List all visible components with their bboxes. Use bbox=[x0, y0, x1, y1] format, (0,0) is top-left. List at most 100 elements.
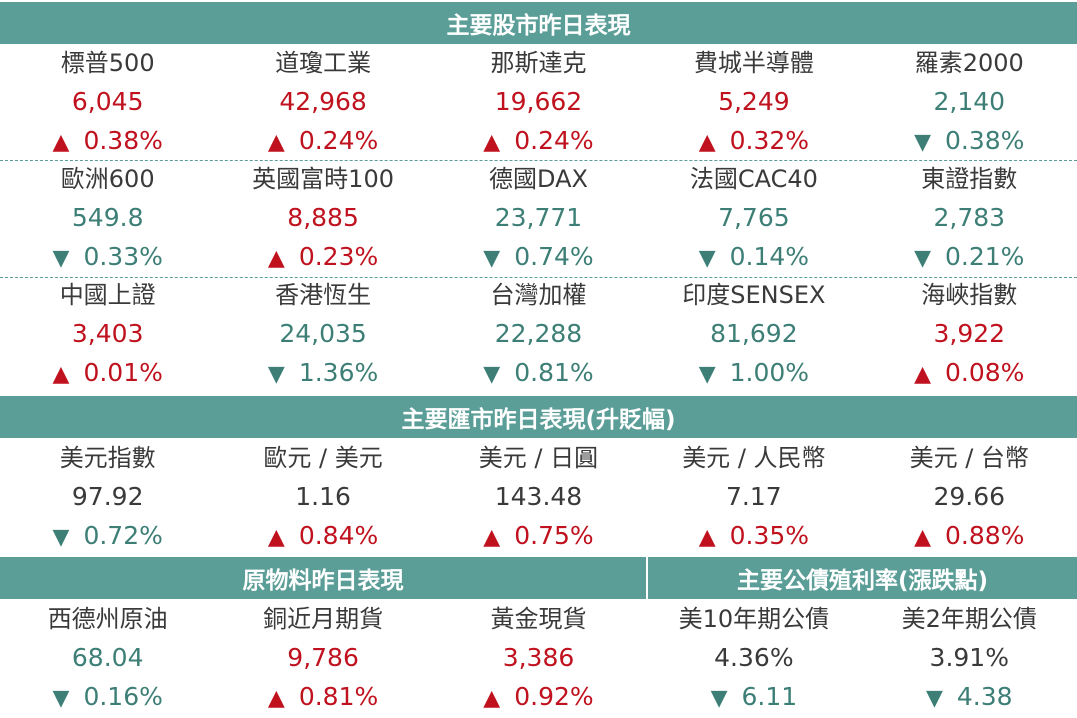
quote-change-text: 0.08% bbox=[945, 358, 1025, 387]
quote-name: 台灣加權 bbox=[490, 281, 587, 309]
quote-cell: 英國富時100 8,885 ▲ 0.23% bbox=[215, 161, 430, 277]
quote-change-text: 0.01% bbox=[83, 358, 163, 387]
quote-name: 美元 / 日圓 bbox=[478, 444, 599, 472]
quote-change: ▲ 0.84% bbox=[268, 516, 378, 555]
quote-value: 68.04 bbox=[71, 643, 144, 672]
quote-change: ▲ 0.35% bbox=[699, 516, 809, 555]
quote-value: 97.92 bbox=[71, 482, 144, 511]
quote-value: 19,662 bbox=[494, 87, 583, 116]
quote-name: 東證指數 bbox=[921, 165, 1018, 193]
stocks-grid: 標普500 6,045 ▲ 0.38% 道瓊工業 42,968 ▲ 0.24% 那斯達克 19,6… bbox=[0, 45, 1077, 393]
quote-change-text: 0.38% bbox=[945, 126, 1025, 155]
quote-value: 5,249 bbox=[718, 87, 790, 116]
quote-change-text: 0.88% bbox=[945, 521, 1025, 550]
down-triangle-icon: ▼ bbox=[710, 686, 728, 711]
down-triangle-icon: ▼ bbox=[267, 362, 285, 387]
quote-name: 香港恆生 bbox=[275, 281, 372, 309]
quote-change-text: 6.11 bbox=[741, 682, 798, 711]
quote-change-text: 0.21% bbox=[945, 242, 1025, 271]
quote-cell: 東證指數 2,783 ▼ 0.21% bbox=[862, 161, 1077, 277]
up-triangle-icon: ▲ bbox=[914, 525, 931, 550]
quote-change-text: 0.32% bbox=[729, 126, 810, 155]
quote-change-text: 0.92% bbox=[514, 682, 594, 711]
quote-value: 22,288 bbox=[494, 319, 583, 348]
quote-change-text: 0.33% bbox=[83, 242, 163, 271]
down-triangle-icon: ▼ bbox=[914, 246, 931, 271]
quote-change: ▼ 1.36% bbox=[268, 353, 378, 392]
quote-cell: 美2年期公債 3.91% ▼ 4.38 bbox=[862, 601, 1077, 717]
quote-name: 美元 / 人民幣 bbox=[682, 444, 826, 472]
quote-name: 印度SENSEX bbox=[682, 281, 826, 309]
quote-cell: 美元 / 台幣 29.66 ▲ 0.88% bbox=[862, 440, 1077, 556]
up-triangle-icon: ▲ bbox=[52, 130, 70, 155]
quote-cell: 歐元 / 美元 1.16 ▲ 0.84% bbox=[215, 440, 430, 556]
quote-change: ▲ 0.88% bbox=[914, 516, 1024, 555]
fx-grid: 美元指數 97.92 ▼ 0.72% 歐元 / 美元 1.16 ▲ 0.84% 美元 / 日圓 1… bbox=[0, 440, 1077, 556]
quote-change-text: 4.38 bbox=[956, 682, 1013, 711]
quote-name: 羅素2000 bbox=[914, 49, 1024, 77]
quote-change-text: 0.35% bbox=[729, 521, 810, 550]
quote-change: ▲ 0.24% bbox=[483, 121, 593, 160]
quote-change: ▼ 0.16% bbox=[53, 677, 163, 716]
quote-change-text: 0.24% bbox=[298, 126, 379, 155]
quote-name: 海峽指數 bbox=[921, 281, 1018, 309]
quote-name: 西德州原油 bbox=[47, 605, 168, 633]
quote-change: ▼ 0.14% bbox=[699, 237, 809, 276]
quote-cell: 黃金現貨 3,386 ▲ 0.92% bbox=[431, 601, 646, 717]
quote-change-text: 0.72% bbox=[83, 521, 163, 550]
quote-value: 42,968 bbox=[279, 87, 367, 116]
quote-value: 2,783 bbox=[933, 203, 1006, 232]
quote-value: 8,885 bbox=[287, 203, 359, 232]
quote-change: ▲ 0.38% bbox=[53, 121, 163, 160]
up-triangle-icon: ▲ bbox=[698, 130, 716, 155]
up-triangle-icon: ▲ bbox=[483, 130, 501, 155]
quote-cell: 那斯達克 19,662 ▲ 0.24% bbox=[431, 45, 646, 161]
quote-value: 3,386 bbox=[502, 643, 575, 672]
quote-cell: 歐洲600 549.8 ▼ 0.33% bbox=[0, 161, 215, 277]
quote-name: 英國富時100 bbox=[252, 165, 394, 193]
quote-change: ▲ 0.01% bbox=[53, 353, 163, 392]
quote-cell: 羅素2000 2,140 ▼ 0.38% bbox=[862, 45, 1077, 161]
quote-change-text: 0.75% bbox=[514, 521, 594, 550]
quote-cell: 美元 / 日圓 143.48 ▲ 0.75% bbox=[431, 440, 646, 556]
quote-change: ▼ 0.72% bbox=[53, 516, 163, 555]
quote-name: 美2年期公債 bbox=[901, 605, 1037, 633]
quote-name: 歐元 / 美元 bbox=[263, 444, 383, 472]
quote-name: 美元 / 台幣 bbox=[909, 444, 1029, 472]
quote-change: ▼ 6.11 bbox=[711, 677, 798, 716]
quote-name: 法國CAC40 bbox=[689, 165, 818, 193]
quote-change-text: 0.16% bbox=[83, 682, 163, 711]
up-triangle-icon: ▲ bbox=[698, 525, 716, 550]
quote-change: ▼ 1.00% bbox=[699, 353, 809, 392]
quote-value: 6,045 bbox=[71, 87, 144, 116]
up-triangle-icon: ▲ bbox=[267, 686, 285, 711]
quote-name: 黃金現貨 bbox=[490, 605, 587, 633]
up-triangle-icon: ▲ bbox=[483, 525, 501, 550]
quote-change: ▲ 0.23% bbox=[268, 237, 378, 276]
down-triangle-icon: ▼ bbox=[698, 362, 716, 387]
quote-name: 中國上證 bbox=[59, 281, 156, 309]
quote-value: 2,140 bbox=[933, 87, 1006, 116]
bonds-header: 主要公債殖利率(漲跌點) bbox=[648, 557, 1077, 599]
quote-value: 3,922 bbox=[933, 319, 1006, 348]
quote-value: 4.36% bbox=[714, 643, 794, 672]
quote-change-text: 1.00% bbox=[729, 358, 810, 387]
quote-change-text: 0.84% bbox=[298, 521, 379, 550]
quote-change-text: 0.14% bbox=[729, 242, 810, 271]
fx-header: 主要匯市昨日表現(升貶幅) bbox=[0, 396, 1077, 438]
quote-cell: 標普500 6,045 ▲ 0.38% bbox=[0, 45, 215, 161]
up-triangle-icon: ▲ bbox=[483, 686, 501, 711]
row-divider bbox=[0, 277, 1077, 278]
quote-cell: 德國DAX 23,771 ▼ 0.74% bbox=[431, 161, 646, 277]
quote-change-text: 0.38% bbox=[83, 126, 163, 155]
quote-value: 81,692 bbox=[710, 319, 798, 348]
quote-cell: 法國CAC40 7,765 ▼ 0.14% bbox=[646, 161, 861, 277]
down-triangle-icon: ▼ bbox=[698, 246, 716, 271]
quote-name: 費城半導體 bbox=[693, 49, 814, 77]
down-triangle-icon: ▼ bbox=[914, 130, 931, 155]
quote-change: ▲ 0.08% bbox=[914, 353, 1024, 392]
quote-name: 道瓊工業 bbox=[275, 49, 372, 77]
quote-value: 7,765 bbox=[718, 203, 790, 232]
quote-change-text: 0.24% bbox=[514, 126, 594, 155]
quote-name: 美元指數 bbox=[59, 444, 156, 472]
